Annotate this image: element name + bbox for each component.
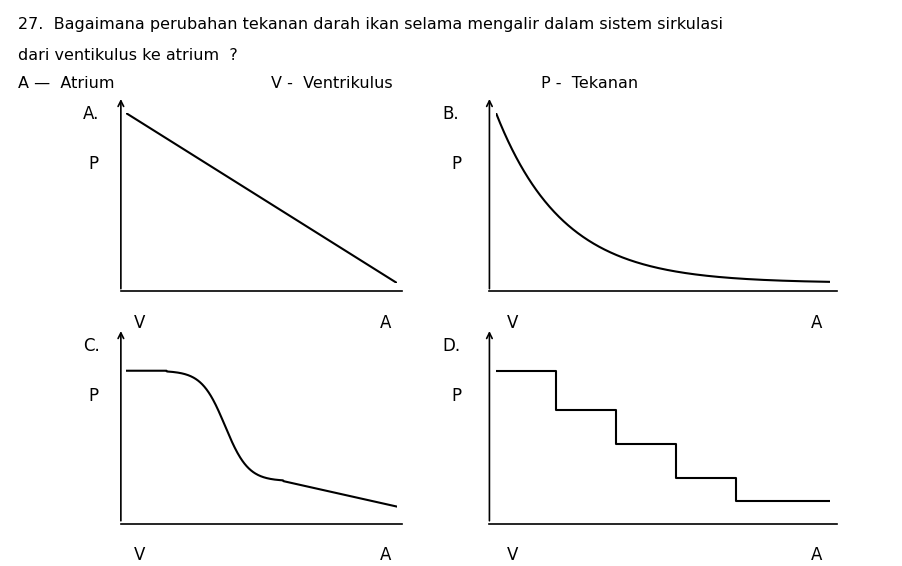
Text: A: A	[811, 314, 823, 332]
Text: A: A	[381, 314, 391, 332]
Text: dari ventikulus ke atrium  ?: dari ventikulus ke atrium ?	[18, 48, 238, 63]
Text: V: V	[507, 546, 519, 564]
Text: V: V	[134, 546, 145, 564]
Text: D.: D.	[443, 337, 461, 355]
Text: P: P	[451, 155, 461, 173]
Text: P -  Tekanan: P - Tekanan	[541, 76, 639, 92]
Text: P: P	[451, 387, 461, 405]
Text: V: V	[507, 314, 519, 332]
Text: B.: B.	[443, 105, 459, 123]
Text: P: P	[88, 155, 99, 173]
Text: A: A	[811, 546, 823, 564]
Text: C.: C.	[83, 337, 100, 355]
Text: A —  Atrium: A — Atrium	[18, 76, 115, 92]
Text: A: A	[381, 546, 391, 564]
Text: V: V	[134, 314, 145, 332]
Text: V -  Ventrikulus: V - Ventrikulus	[271, 76, 392, 92]
Text: P: P	[88, 387, 99, 405]
Text: A.: A.	[83, 105, 99, 123]
Text: 27.  Bagaimana perubahan tekanan darah ikan selama mengalir dalam sistem sirkula: 27. Bagaimana perubahan tekanan darah ik…	[18, 17, 723, 32]
